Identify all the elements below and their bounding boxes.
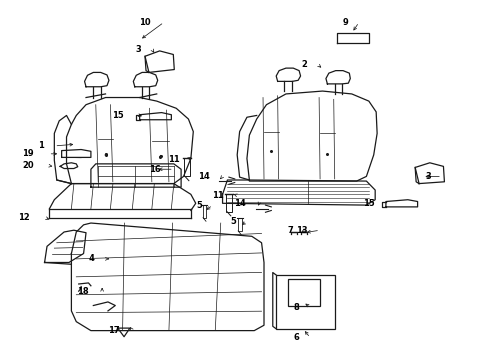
Text: 3: 3	[425, 172, 430, 181]
Bar	[288, 279, 320, 306]
Text: 11: 11	[212, 190, 224, 199]
Bar	[202, 205, 206, 218]
Text: 5: 5	[230, 217, 236, 226]
Text: 19: 19	[22, 149, 34, 158]
Text: 17: 17	[107, 326, 119, 335]
Text: 7: 7	[287, 226, 293, 235]
Text: 9: 9	[342, 18, 347, 27]
Text: 14: 14	[197, 172, 209, 181]
Text: 13: 13	[296, 226, 307, 235]
Text: 14: 14	[234, 199, 245, 208]
Text: 4: 4	[89, 255, 95, 264]
Bar	[276, 275, 334, 329]
Text: 5: 5	[196, 201, 202, 210]
Text: 11: 11	[168, 155, 180, 164]
Bar	[225, 194, 231, 212]
Text: 15: 15	[363, 199, 374, 208]
Text: 10: 10	[139, 18, 151, 27]
Text: 20: 20	[22, 161, 34, 170]
Bar	[237, 219, 241, 231]
Text: 3: 3	[135, 45, 141, 54]
Text: 18: 18	[77, 287, 89, 296]
Text: 2: 2	[301, 60, 306, 69]
Text: 12: 12	[18, 213, 30, 222]
Bar	[183, 158, 189, 176]
Text: 8: 8	[293, 303, 299, 312]
Text: 16: 16	[148, 165, 160, 174]
Text: 6: 6	[293, 333, 299, 342]
Text: 1: 1	[38, 141, 43, 150]
Text: 15: 15	[112, 111, 124, 120]
